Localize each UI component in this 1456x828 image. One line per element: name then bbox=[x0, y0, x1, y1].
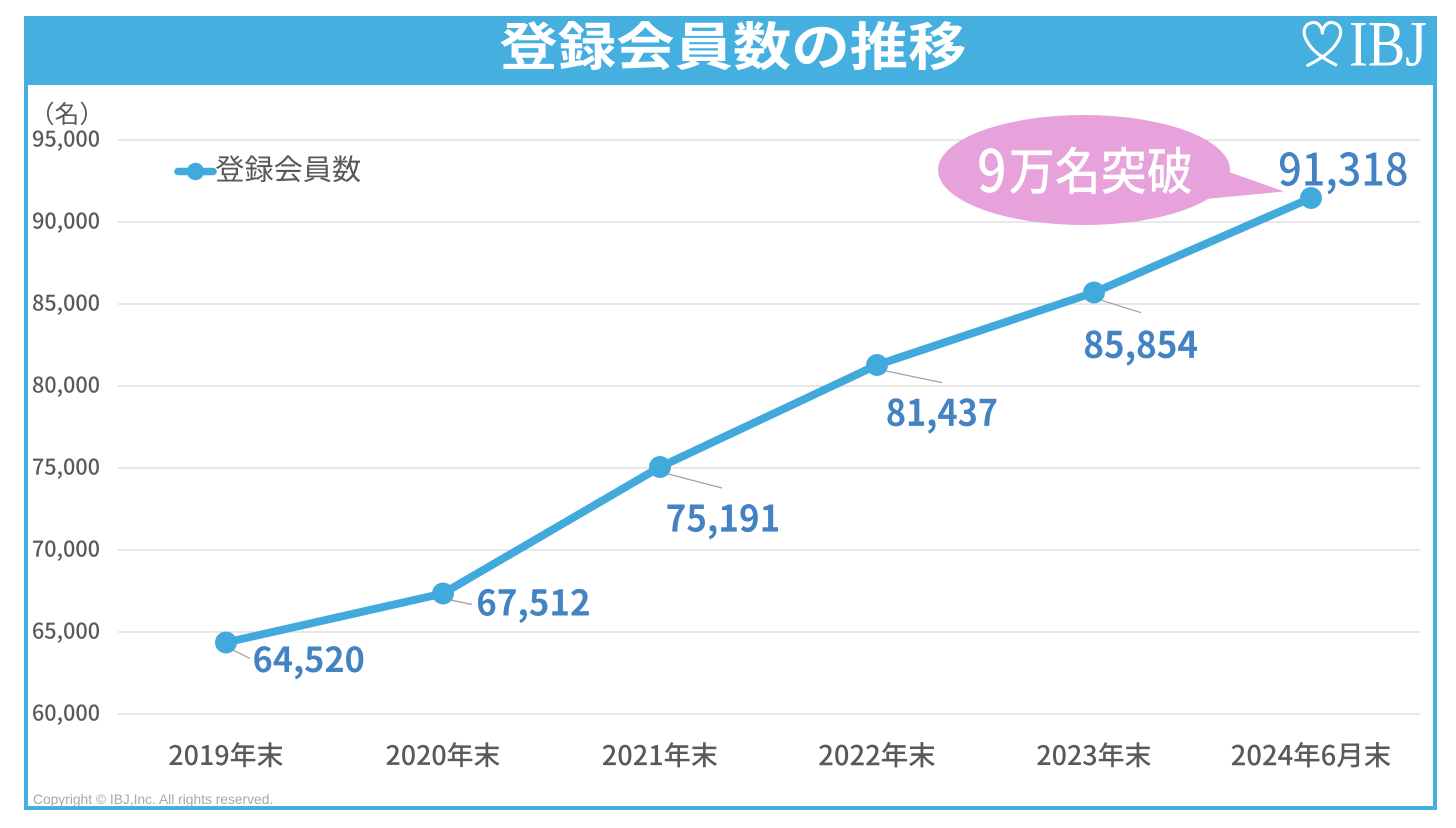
svg-text:Copyright © IBJ,Inc. All right: Copyright © IBJ,Inc. All rights reserved… bbox=[33, 792, 273, 807]
svg-text:IBJ: IBJ bbox=[1349, 9, 1427, 80]
